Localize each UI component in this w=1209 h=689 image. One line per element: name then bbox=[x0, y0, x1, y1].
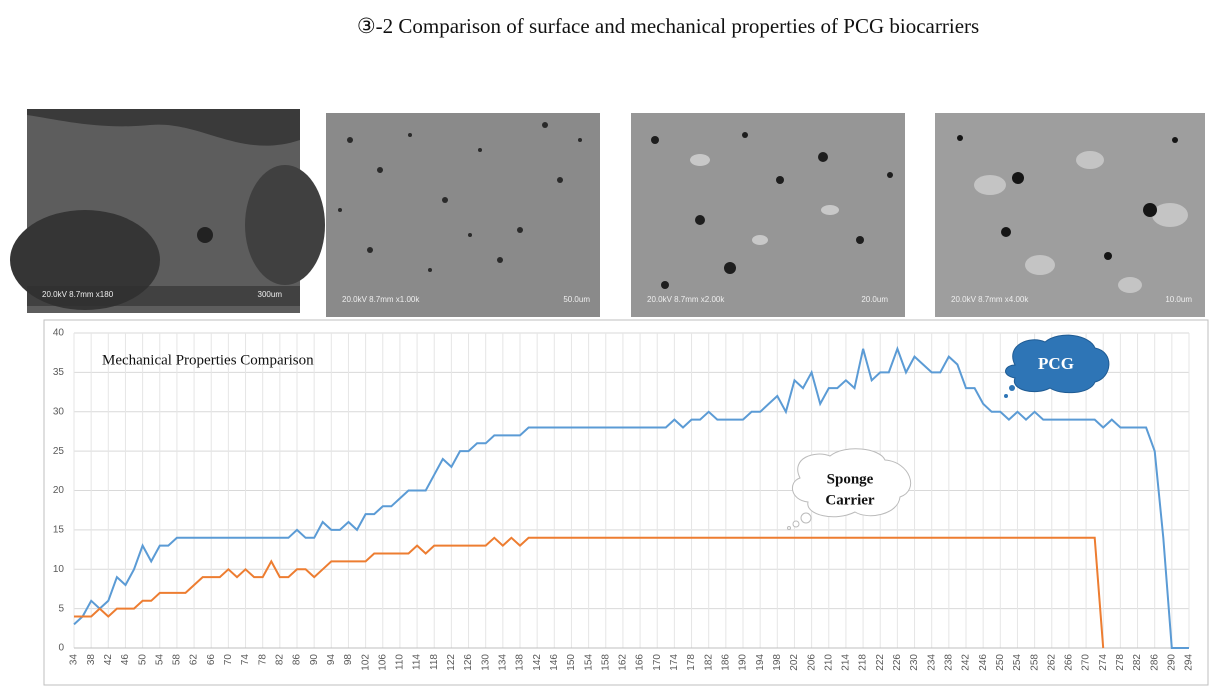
image-info: 20.0kV 8.7mm x4.00k bbox=[951, 295, 1029, 304]
image-info: 20.0kV 8.7mm x180 bbox=[42, 290, 114, 299]
image-scale: 10.0um bbox=[1165, 295, 1192, 304]
x-tick-label: 154 bbox=[583, 654, 594, 671]
sponge-callout: Sponge Carrier bbox=[787, 448, 912, 530]
x-tick-label: 166 bbox=[635, 654, 646, 671]
x-tick-label: 270 bbox=[1081, 654, 1092, 671]
annotation: Sponge bbox=[827, 471, 874, 487]
x-tick-label: 134 bbox=[497, 654, 508, 671]
image-scale: 50.0um bbox=[563, 295, 590, 304]
chart-title: Mechanical Properties Comparison bbox=[102, 352, 314, 368]
x-tick-label: 266 bbox=[1064, 654, 1075, 671]
x-tick-label: 50 bbox=[137, 654, 148, 666]
x-tick-label: 262 bbox=[1046, 654, 1057, 671]
y-tick-label: 20 bbox=[53, 485, 65, 496]
y-tick-label: 0 bbox=[58, 643, 64, 654]
x-tick-label: 170 bbox=[652, 654, 663, 671]
series-line bbox=[74, 536, 1105, 649]
x-tick-label: 218 bbox=[858, 654, 869, 671]
x-tick-label: 94 bbox=[326, 654, 337, 666]
x-tick-label: 222 bbox=[875, 654, 886, 671]
x-tick-label: 34 bbox=[69, 654, 80, 666]
x-tick-label: 290 bbox=[1166, 654, 1177, 671]
y-tick-label: 25 bbox=[53, 446, 65, 457]
x-tick-label: 294 bbox=[1184, 654, 1195, 671]
x-tick-label: 286 bbox=[1149, 654, 1160, 671]
slide-title: ③-2 Comparison of surface and mechanical… bbox=[357, 14, 979, 38]
y-tick-label: 35 bbox=[53, 367, 65, 378]
x-tick-label: 66 bbox=[206, 654, 217, 666]
y-tick-label: 5 bbox=[58, 603, 64, 614]
x-tick-label: 178 bbox=[686, 654, 697, 671]
y-tick-label: 40 bbox=[53, 328, 65, 339]
x-tick-label: 146 bbox=[549, 654, 560, 671]
sem-image: 20.0kV 8.7mm x180 300um bbox=[10, 109, 325, 313]
x-tick-label: 126 bbox=[463, 654, 474, 671]
x-tick-label: 250 bbox=[995, 654, 1006, 671]
x-tick-label: 102 bbox=[360, 654, 371, 671]
x-tick-label: 230 bbox=[909, 654, 920, 671]
x-tick-label: 78 bbox=[257, 654, 268, 666]
x-tick-label: 158 bbox=[600, 654, 611, 671]
sem-image: 20.0kV 8.7mm x1.00k 50.0um bbox=[326, 113, 600, 317]
y-tick-label: 10 bbox=[53, 564, 65, 575]
y-tick-label: 30 bbox=[53, 406, 65, 417]
x-tick-label: 122 bbox=[446, 654, 457, 671]
x-tick-label: 162 bbox=[618, 654, 629, 671]
x-tick-label: 182 bbox=[703, 654, 714, 671]
image-scale: 300um bbox=[258, 290, 283, 299]
x-tick-label: 130 bbox=[480, 654, 491, 671]
x-tick-label: 118 bbox=[429, 654, 440, 670]
x-tick-label: 98 bbox=[343, 654, 354, 666]
image-info: 20.0kV 8.7mm x1.00k bbox=[342, 295, 420, 304]
series-line bbox=[73, 345, 1189, 649]
x-tick-label: 42 bbox=[103, 654, 114, 666]
annotation: PCG bbox=[1038, 354, 1074, 373]
sem-image: 20.0kV 8.7mm x4.00k 10.0um bbox=[935, 113, 1205, 317]
x-tick-label: 278 bbox=[1115, 654, 1126, 671]
x-tick-label: 282 bbox=[1132, 654, 1143, 671]
x-tick-label: 106 bbox=[377, 654, 388, 671]
x-tick-label: 150 bbox=[566, 654, 577, 671]
x-tick-label: 210 bbox=[823, 654, 834, 671]
x-tick-label: 54 bbox=[154, 654, 165, 666]
x-tick-label: 90 bbox=[309, 654, 320, 666]
x-tick-label: 194 bbox=[755, 654, 766, 671]
x-tick-label: 274 bbox=[1098, 654, 1109, 671]
x-tick-label: 190 bbox=[738, 654, 749, 671]
image-scale: 20.0um bbox=[861, 295, 888, 304]
x-tick-label: 74 bbox=[240, 654, 251, 666]
x-tick-label: 58 bbox=[172, 654, 183, 666]
x-tick-label: 114 bbox=[412, 654, 423, 670]
x-tick-label: 202 bbox=[789, 654, 800, 671]
x-tick-label: 62 bbox=[189, 654, 200, 666]
x-tick-label: 142 bbox=[532, 654, 543, 671]
x-tick-label: 186 bbox=[720, 654, 731, 671]
x-tick-label: 254 bbox=[1012, 654, 1023, 671]
sem-image: 20.0kV 8.7mm x2.00k 20.0um bbox=[631, 113, 905, 317]
x-tick-label: 242 bbox=[961, 654, 972, 671]
pcg-callout: PCG bbox=[1004, 334, 1110, 398]
x-tick-label: 82 bbox=[274, 654, 285, 666]
x-tick-label: 238 bbox=[943, 654, 954, 671]
x-tick-label: 234 bbox=[926, 654, 937, 671]
x-tick-label: 206 bbox=[806, 654, 817, 671]
x-tick-label: 214 bbox=[841, 654, 852, 671]
annotation: Carrier bbox=[825, 492, 874, 508]
x-tick-label: 198 bbox=[772, 654, 783, 671]
x-tick-label: 110 bbox=[395, 654, 406, 670]
y-tick-label: 15 bbox=[53, 525, 65, 536]
x-tick-label: 174 bbox=[669, 654, 680, 671]
x-tick-label: 246 bbox=[978, 654, 989, 671]
x-tick-label: 226 bbox=[892, 654, 903, 671]
x-tick-label: 138 bbox=[515, 654, 526, 671]
x-tick-label: 46 bbox=[120, 654, 131, 666]
x-tick-label: 86 bbox=[292, 654, 303, 666]
x-tick-label: 258 bbox=[1029, 654, 1040, 671]
x-tick-label: 70 bbox=[223, 654, 234, 666]
image-info: 20.0kV 8.7mm x2.00k bbox=[647, 295, 725, 304]
x-tick-label: 38 bbox=[86, 654, 97, 666]
